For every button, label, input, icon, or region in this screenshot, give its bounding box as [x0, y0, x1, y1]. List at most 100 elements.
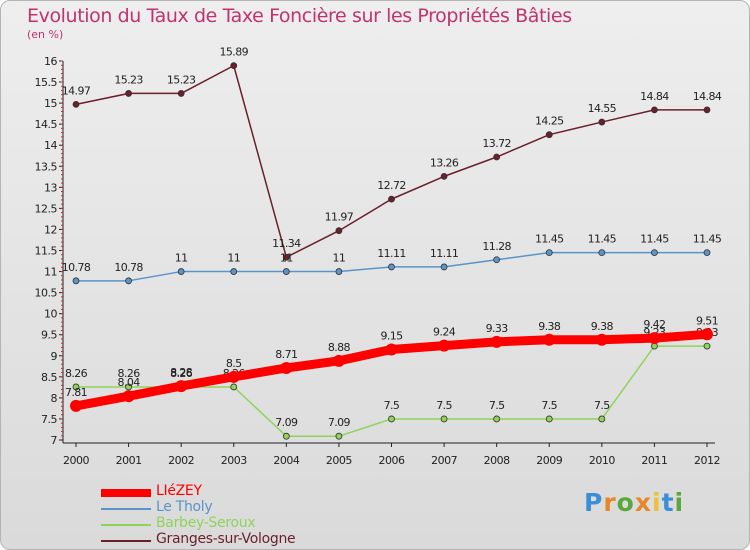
x-tick-label: 2005 — [326, 454, 352, 467]
data-point — [651, 249, 658, 257]
legend-swatch-barbey-seroux — [101, 524, 151, 526]
data-label: 7.5 — [489, 399, 505, 412]
data-label: 9.33 — [486, 322, 509, 335]
data-label: 11.45 — [588, 233, 617, 246]
data-label: 11.97 — [325, 211, 354, 224]
data-label: 11 — [280, 252, 293, 265]
data-label: 14.97 — [62, 84, 91, 97]
x-tick-label: 2000 — [63, 454, 89, 467]
y-tick-label: 13 — [44, 181, 57, 194]
data-label: 8.71 — [275, 348, 297, 361]
legend-swatch-liezey — [101, 489, 151, 497]
data-label: 9.24 — [433, 326, 456, 339]
data-point — [438, 339, 451, 352]
data-point — [125, 277, 132, 285]
data-point — [177, 268, 185, 275]
data-point — [388, 195, 395, 203]
legend-label-liezey: LIéZEY — [156, 483, 202, 499]
data-point — [122, 390, 135, 403]
x-tick-label: 2003 — [221, 454, 247, 467]
data-point — [175, 380, 188, 393]
legend-swatch-le-tholy — [101, 508, 151, 510]
y-tick-label: 12 — [44, 223, 57, 236]
y-tick-label: 16 — [44, 55, 57, 68]
data-point — [493, 256, 501, 264]
data-label: 8.26 — [118, 367, 141, 380]
logo-letter: x — [634, 488, 652, 517]
data-point — [227, 370, 240, 383]
data-point — [648, 332, 661, 345]
data-point — [332, 354, 345, 367]
data-label: 11.28 — [482, 240, 511, 253]
data-label: 11.11 — [377, 247, 406, 260]
data-label: 11 — [333, 252, 346, 265]
x-tick-label: 2002 — [168, 454, 194, 467]
data-point — [230, 268, 238, 275]
data-label: 11 — [227, 252, 240, 265]
data-point — [72, 383, 80, 391]
data-label: 7.5 — [594, 399, 610, 412]
data-point — [282, 253, 290, 261]
proxiti-logo: Proxiti — [584, 488, 684, 517]
data-label: 14.84 — [693, 90, 722, 103]
data-point — [230, 62, 238, 70]
x-tick-label: 2009 — [536, 454, 562, 467]
y-tick-label: 13.5 — [35, 160, 58, 173]
legend-label-le-tholy: Le Tholy — [156, 499, 213, 515]
data-label: 8.88 — [328, 341, 351, 354]
data-point — [595, 333, 608, 346]
data-point — [388, 415, 395, 423]
data-point — [385, 343, 398, 356]
data-label: 9.38 — [591, 320, 614, 333]
data-label: 7.81 — [65, 386, 87, 399]
data-label: 7.09 — [328, 416, 351, 429]
chart-unit: (en %) — [27, 28, 64, 41]
data-label: 7.5 — [541, 399, 557, 412]
data-label: 9.42 — [643, 318, 665, 331]
logo-letter: r — [603, 488, 617, 517]
data-label: 7.5 — [384, 399, 400, 412]
logo-letter: o — [616, 488, 635, 517]
data-label: 11.11 — [430, 247, 459, 260]
data-point — [440, 172, 448, 180]
data-point — [230, 383, 238, 391]
data-label: 8.26 — [65, 367, 88, 380]
data-label: 15.23 — [114, 73, 143, 86]
y-tick-label: 10 — [44, 308, 57, 321]
data-label: 11.45 — [640, 233, 669, 246]
data-point — [703, 342, 711, 350]
data-label: 8.26 — [170, 367, 193, 380]
data-point — [545, 249, 553, 257]
x-tick-label: 2011 — [641, 454, 667, 467]
data-label: 11.45 — [693, 233, 722, 246]
chart-title: Evolution du Taux de Taxe Foncière sur l… — [27, 5, 572, 27]
x-tick-label: 2001 — [116, 454, 142, 467]
data-label: 9.51 — [696, 314, 718, 327]
data-label: 8.5 — [226, 357, 242, 370]
data-point — [177, 90, 185, 97]
data-point — [72, 277, 80, 285]
data-label: 12.72 — [377, 179, 406, 192]
y-tick-label: 7 — [51, 434, 58, 447]
legend-label-barbey-seroux: Barbey-Seroux — [156, 515, 256, 531]
y-tick-label: 7.5 — [41, 413, 57, 426]
data-point — [280, 361, 293, 374]
data-point — [282, 268, 290, 275]
data-point — [335, 432, 343, 440]
data-label: 10.78 — [114, 261, 143, 274]
logo-letter: P — [584, 488, 604, 517]
data-point — [282, 432, 290, 440]
data-label: 13.72 — [482, 137, 511, 150]
data-label: 11.34 — [272, 237, 301, 250]
data-label: 15.23 — [167, 73, 196, 86]
logo-letter: t — [661, 488, 675, 517]
data-point — [545, 131, 553, 139]
data-label: 14.55 — [588, 102, 617, 115]
x-tick-label: 2012 — [694, 454, 720, 467]
data-point — [703, 249, 711, 257]
data-point — [598, 415, 606, 423]
x-tick-label: 2007 — [431, 454, 457, 467]
x-tick-label: 2008 — [484, 454, 510, 467]
y-tick-label: 14 — [44, 139, 57, 152]
